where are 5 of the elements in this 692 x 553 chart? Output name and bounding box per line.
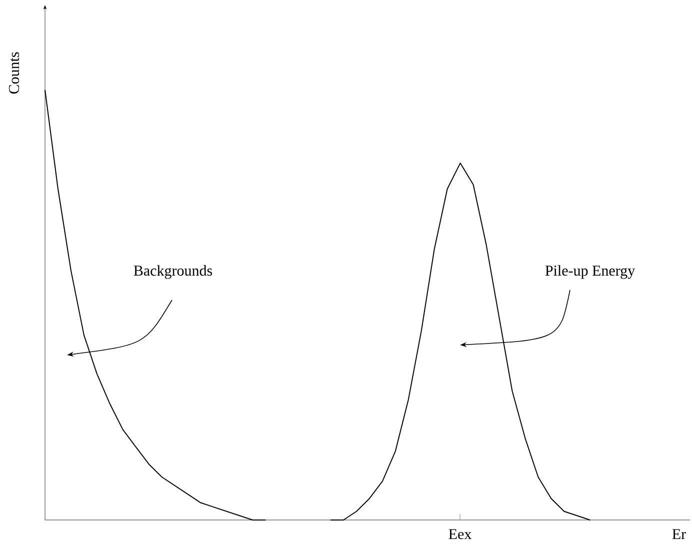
y-axis-title: Counts bbox=[8, 52, 20, 94]
annotation: Pile-up Energy bbox=[545, 265, 636, 279]
text: Eex bbox=[448, 529, 472, 540]
text: Er bbox=[672, 529, 686, 540]
annotation: Backgrounds bbox=[134, 265, 212, 279]
